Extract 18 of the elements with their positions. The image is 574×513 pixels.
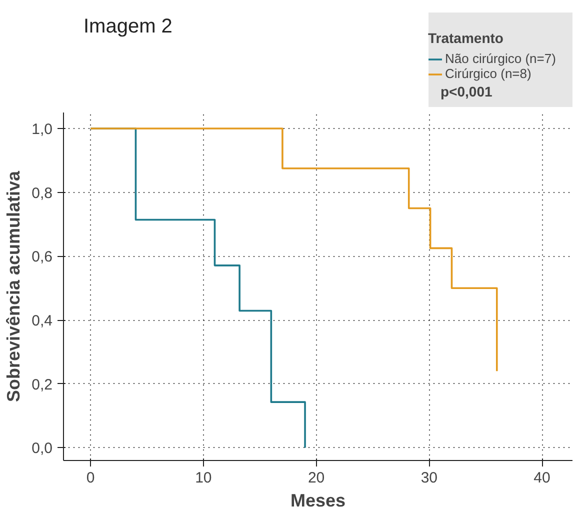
y-tick-label: 0,8 xyxy=(32,184,53,202)
y-tick-label: 0,2 xyxy=(32,376,53,394)
x-axis-title: Meses xyxy=(290,490,346,510)
legend-label: Não cirúrgico (n=7) xyxy=(445,51,556,66)
chart-title: Imagem 2 xyxy=(84,16,172,38)
text: p<0,001 xyxy=(440,84,492,100)
x-tick-label: 20 xyxy=(308,470,325,486)
x-tick-label: 30 xyxy=(420,470,438,486)
x-tick-label: 10 xyxy=(195,470,212,486)
y-tick-label: 0,6 xyxy=(32,248,53,266)
legend-label: Cirúrgico (n=8) xyxy=(445,66,532,81)
y-tick-label: 1,0 xyxy=(32,120,53,138)
y-tick-label: 0,0 xyxy=(32,440,53,458)
x-tick-label: 40 xyxy=(534,470,550,486)
y-axis-title: Sobrevivência acumulativa xyxy=(4,170,24,402)
y-tick-label: 0,4 xyxy=(32,312,53,330)
legend-title: Tratamento xyxy=(428,30,504,46)
x-tick-label: 0 xyxy=(86,470,95,486)
